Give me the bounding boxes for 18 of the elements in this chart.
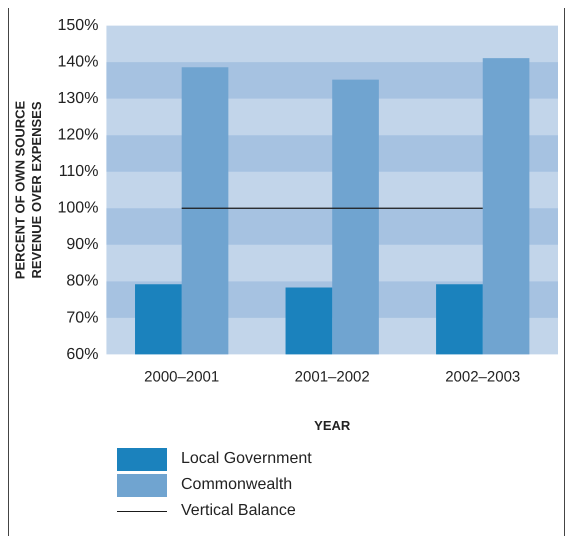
legend-label: Vertical Balance bbox=[181, 502, 296, 520]
legend-label: Local Government bbox=[181, 450, 312, 468]
y-tick-label: 60% bbox=[66, 346, 98, 363]
y-tick-label: 120% bbox=[58, 126, 98, 144]
y-tick-label: 100% bbox=[58, 200, 98, 217]
y-tick-label: 110% bbox=[58, 163, 98, 180]
y-tick-label: 140% bbox=[58, 54, 98, 71]
legend-label: Commonwealth bbox=[181, 476, 292, 494]
y-tick-label: 90% bbox=[66, 236, 98, 254]
y-tick-label: 80% bbox=[66, 272, 98, 290]
y-tick-label: 70% bbox=[66, 309, 98, 326]
x-tick-label: 2000–2001 bbox=[144, 368, 220, 386]
x-tick-label: 2001–2002 bbox=[294, 368, 370, 386]
y-tick-label: 150% bbox=[58, 17, 98, 34]
y-axis-title: PERCENT OF OWN SOURCE REVENUE OVER EXPENSES bbox=[12, 100, 44, 280]
x-tick-label: 2002–2003 bbox=[445, 368, 520, 386]
y-tick-label: 130% bbox=[58, 90, 98, 108]
x-axis-title: YEAR bbox=[314, 418, 351, 433]
